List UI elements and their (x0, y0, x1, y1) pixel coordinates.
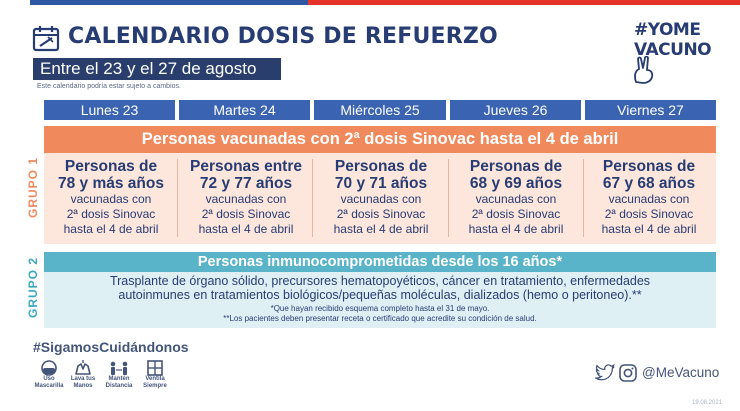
day-friday: Viernes 27 (585, 100, 716, 120)
column-divider (448, 159, 449, 237)
group1-cell-tuesday: Personas entre 72 y 77 años vacunadas co… (179, 158, 313, 237)
tip-line2: Siempre (143, 382, 167, 389)
cell-line: vacunadas con (475, 192, 557, 206)
day-tuesday: Martes 24 (179, 100, 310, 120)
day-wednesday: Miércoles 25 (314, 100, 446, 120)
column-divider (583, 159, 584, 237)
cell-age-range: 70 y 71 años (334, 175, 428, 192)
cell-line: vacunadas con (340, 192, 422, 206)
distance-icon (110, 361, 128, 375)
group1-cell-monday: Personas de 78 y más años vacunadas con … (44, 158, 178, 237)
ventilate-icon (147, 360, 163, 376)
cell-line: Personas de (602, 158, 696, 175)
cell-line: Personas de (334, 158, 428, 175)
tip-wash-hands: Lava tus Manos (67, 360, 99, 389)
flag-stripe-blue (30, 0, 308, 5)
twitter-icon[interactable] (595, 364, 615, 382)
cell-line: vacunadas con (70, 192, 152, 206)
date-stamp: 19.08.2021 (692, 400, 723, 406)
cell-line: Personas de (469, 158, 563, 175)
flag-stripe (0, 0, 740, 6)
cell-age-range: 67 y 68 años (602, 175, 696, 192)
group2-text-line2: autoinmunes en tratamientos biológicos/p… (118, 288, 642, 302)
group1-cell-thursday: Personas de 68 y 69 años vacunadas con 2… (449, 158, 583, 237)
wash-hands-icon (75, 360, 91, 375)
disclaimer: Este calendario podría estar sujeto a ca… (37, 83, 181, 90)
tip-line1: Ventila (145, 376, 165, 382)
social-handle[interactable]: @MeVacuno (642, 365, 720, 380)
mask-icon (41, 360, 57, 376)
cell-line: 2ª dosis Sinovac (604, 207, 694, 221)
hashtag: #SigamosCuidándonos (33, 339, 189, 355)
cell-age-range: 68 y 69 años (469, 175, 563, 192)
day-monday: Lunes 23 (44, 100, 175, 120)
group2-footnote-2: **Los pacientes deben presentar receta o… (223, 314, 537, 323)
cell-line: hasta el 4 de abril (601, 222, 697, 236)
group1-label: GRUPO 1 (26, 156, 40, 218)
group2-body: Trasplante de órgano sólido, precursores… (44, 272, 716, 328)
group2-label: GRUPO 2 (26, 256, 40, 318)
instagram-icon[interactable] (619, 364, 637, 382)
tip-line1: Uso (43, 376, 55, 382)
cell-age-range: 78 y más años (58, 175, 164, 192)
cell-line: vacunadas con (608, 192, 690, 206)
cell-age-range: 72 y 77 años (199, 175, 293, 192)
peace-hand-icon (634, 56, 654, 84)
group1-cell-friday: Personas de 67 y 68 años vacunadas con 2… (582, 158, 716, 237)
day-thursday: Jueves 26 (450, 100, 581, 120)
tip-line1: Lava tus (70, 376, 96, 382)
prevention-tips: Uso Mascarilla Lava tus Manos Mantén Dis… (33, 360, 193, 400)
tip-line2: Distancia (105, 382, 133, 389)
tip-line2: Manos (73, 382, 93, 389)
tip-distance: Mantén Distancia (103, 360, 135, 389)
tip-line1: Mantén (108, 376, 130, 382)
group2-header: Personas inmunocomprometidas desde los 1… (44, 252, 716, 272)
cell-line: 2ª dosis Sinovac (336, 207, 426, 221)
column-divider (177, 159, 178, 237)
group2-text-line1: Trasplante de órgano sólido, precursores… (109, 274, 651, 288)
cell-line: hasta el 4 de abril (63, 222, 159, 236)
logo-line1: #YOME (634, 20, 701, 40)
cell-line: hasta el 4 de abril (468, 222, 564, 236)
cell-line: 2ª dosis Sinovac (201, 207, 291, 221)
tip-mask: Uso Mascarilla (33, 360, 65, 389)
cell-line: hasta el 4 de abril (333, 222, 429, 236)
tip-line2: Mascarilla (34, 382, 64, 389)
calendar-syringe-icon (32, 26, 60, 52)
group1-cell-wednesday: Personas de 70 y 71 años vacunadas con 2… (314, 158, 448, 237)
date-range-badge: Entre el 23 y el 27 de agosto (33, 58, 281, 80)
column-divider (312, 159, 313, 237)
page-title: CALENDARIO DOSIS DE REFUERZO (68, 24, 498, 49)
cell-line: 2ª dosis Sinovac (471, 207, 561, 221)
group1-body: Personas de 78 y más años vacunadas con … (44, 153, 716, 244)
weekday-row: Lunes 23 Martes 24 Miércoles 25 Jueves 2… (44, 100, 716, 120)
yomevacuno-logo: #YOME VACUNO (628, 20, 712, 84)
cell-line: vacunadas con (205, 192, 287, 206)
flag-stripe-red (308, 0, 740, 5)
logo-line2: VACUNO (634, 40, 712, 60)
group1-header: Personas vacunadas con 2ª dosis Sinovac … (44, 126, 716, 153)
cell-line: Personas de (64, 158, 158, 175)
cell-line: hasta el 4 de abril (198, 222, 294, 236)
group2-footnote-1: *Que hayan recibido esquema completo has… (270, 304, 490, 313)
cell-line: Personas entre (190, 158, 302, 175)
cell-line: 2ª dosis Sinovac (66, 207, 156, 221)
tip-ventilate: Ventila Siempre (139, 360, 171, 389)
